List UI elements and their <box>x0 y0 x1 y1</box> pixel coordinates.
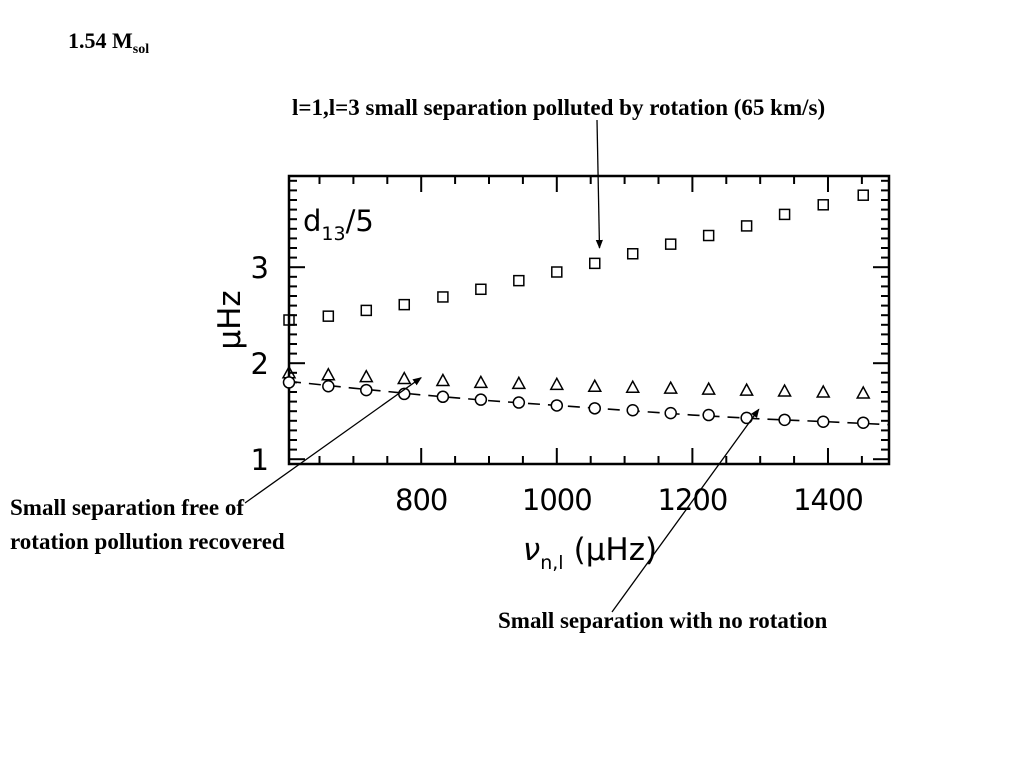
annotation-arrow-no-rotation-series <box>611 408 760 613</box>
square-marker <box>475 283 487 296</box>
circle-marker <box>360 383 373 397</box>
circle-marker <box>856 416 870 429</box>
square-marker <box>626 248 639 260</box>
rotation-annotation: l=1,l=3 small separation polluted by rot… <box>292 95 826 120</box>
triangle-marker <box>587 378 603 392</box>
square-marker <box>437 291 449 303</box>
circle-marker <box>588 402 602 415</box>
panel-label-sub: 13 <box>321 223 345 245</box>
annotation-arrows <box>244 119 760 613</box>
circle-marker <box>474 393 488 406</box>
square-marker <box>857 189 869 201</box>
square-marker <box>778 208 791 221</box>
x-tick-label: 1000 <box>522 483 592 517</box>
square-marker <box>513 274 525 287</box>
tick-labels: 800100012001400123 <box>251 251 864 517</box>
annotation-arrow-rotation-series <box>595 119 603 249</box>
panel-label-rest: /5 <box>346 204 374 238</box>
recovered-annotation: Small separation free of rotation pollut… <box>10 495 285 554</box>
circle-marker <box>550 399 564 412</box>
circle-marker <box>778 413 791 427</box>
slide-title-subscript: sol <box>132 42 150 57</box>
y-axis-label: μHz <box>212 290 248 349</box>
dashed-fit-line <box>288 380 890 426</box>
no-rotation-series <box>282 376 870 429</box>
triangle-marker <box>701 381 716 395</box>
circle-marker <box>436 390 450 404</box>
x-axis-unit: (μHz) <box>574 532 658 568</box>
square-marker <box>664 238 677 250</box>
circle-marker <box>322 379 335 393</box>
square-marker <box>322 310 335 322</box>
triangle-marker <box>473 374 489 389</box>
square-marker <box>702 229 715 242</box>
panel-label: d13/5 <box>303 204 374 245</box>
x-axis-subscript: n,l <box>540 552 563 574</box>
triangle-marker <box>549 376 565 391</box>
circle-marker <box>626 403 639 417</box>
square-marker <box>817 199 829 211</box>
triangle-marker <box>396 370 412 385</box>
square-marker <box>360 304 373 317</box>
triangle-marker <box>855 385 871 399</box>
plot-frame <box>287 174 891 466</box>
square-marker <box>551 266 563 278</box>
y-tick-label: 1 <box>251 443 269 477</box>
y-tick-label: 2 <box>251 347 269 381</box>
triangle-marker <box>739 382 754 396</box>
square-marker <box>589 257 601 270</box>
circle-marker <box>702 408 715 422</box>
triangle-marker <box>359 369 374 383</box>
circle-marker <box>512 396 526 409</box>
y-tick-label: 3 <box>251 251 269 285</box>
triangle-marker <box>663 380 678 394</box>
x-tick-label: 800 <box>395 483 447 517</box>
no-rotation-annotation: Small separation with no rotation <box>498 608 828 633</box>
triangle-marker <box>321 367 336 381</box>
triangle-marker <box>511 375 527 390</box>
dashed-fit-path <box>288 380 890 426</box>
circle-marker <box>816 415 830 429</box>
panel-label-main: d <box>303 204 321 238</box>
rotation-series <box>283 189 869 326</box>
x-axis-label: νn,l (μHz) <box>523 532 657 574</box>
axis-ticks <box>289 176 889 464</box>
slide-title: 1.54 Msol <box>68 28 149 58</box>
x-tick-label: 1400 <box>793 483 863 517</box>
triangle-marker <box>435 372 451 387</box>
circle-marker <box>282 376 296 389</box>
slide-title-main: 1.54 M <box>68 28 133 53</box>
triangle-marker <box>625 379 640 393</box>
triangle-marker <box>777 383 792 397</box>
triangle-marker <box>815 384 831 398</box>
square-marker <box>740 220 753 232</box>
x-axis-symbol: ν <box>523 532 540 568</box>
annotation-arrow-recovered-series <box>244 377 422 504</box>
square-marker <box>283 314 295 326</box>
circle-marker <box>664 406 677 420</box>
square-marker <box>398 298 411 311</box>
